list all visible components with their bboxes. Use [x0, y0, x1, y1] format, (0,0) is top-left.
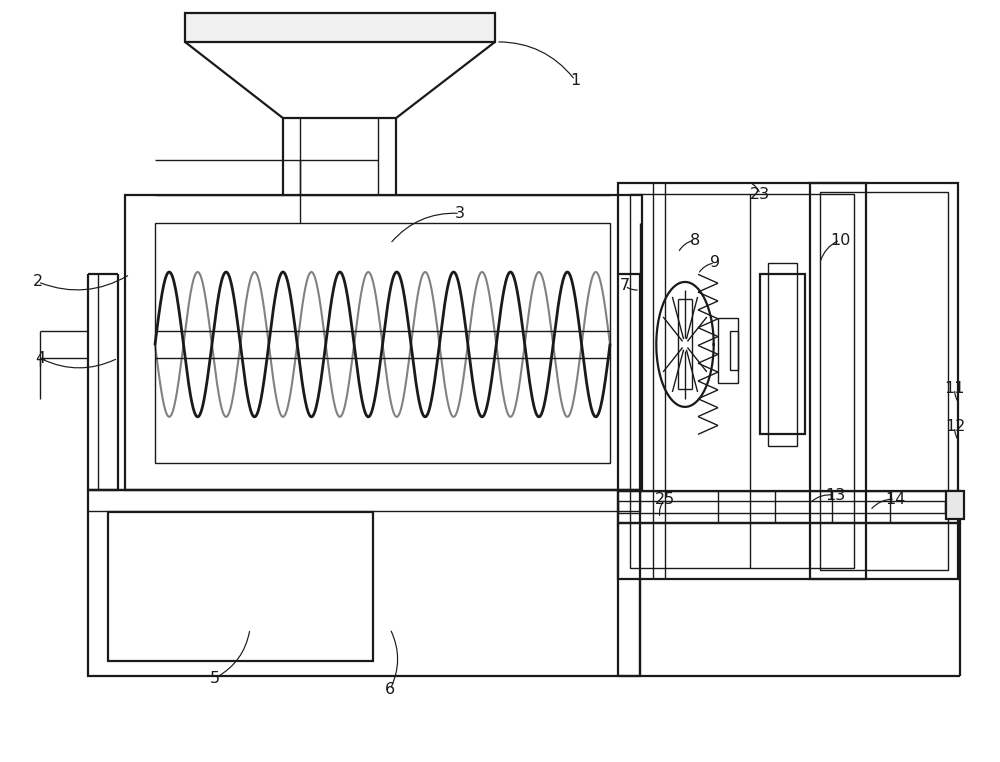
Text: 10: 10 [830, 232, 850, 248]
Text: 25: 25 [655, 491, 675, 507]
Text: 9: 9 [710, 255, 720, 271]
Text: 5: 5 [210, 671, 220, 686]
Bar [185, 13, 495, 42]
Bar [630, 194, 854, 568]
Bar [618, 501, 945, 513]
Bar [108, 512, 373, 661]
Text: 7: 7 [620, 278, 630, 293]
Bar [730, 331, 738, 370]
Bar [820, 192, 948, 570]
Bar [125, 195, 642, 490]
Text: 23: 23 [750, 187, 770, 202]
Text: 1: 1 [570, 72, 580, 88]
Bar [88, 490, 640, 676]
Bar [155, 223, 610, 463]
Text: 12: 12 [945, 419, 965, 434]
Text: 2: 2 [33, 274, 43, 290]
Bar [760, 274, 805, 434]
Text: 4: 4 [35, 351, 45, 366]
Text: 3: 3 [455, 206, 465, 221]
Bar [946, 491, 964, 519]
Bar [618, 491, 960, 523]
Text: 14: 14 [885, 491, 905, 507]
Text: 6: 6 [385, 682, 395, 697]
Bar [618, 183, 866, 579]
Text: 13: 13 [825, 488, 845, 503]
Bar [810, 183, 958, 579]
Bar [768, 263, 797, 446]
Bar [718, 318, 738, 383]
Text: 8: 8 [690, 232, 700, 248]
Text: 11: 11 [945, 381, 965, 396]
